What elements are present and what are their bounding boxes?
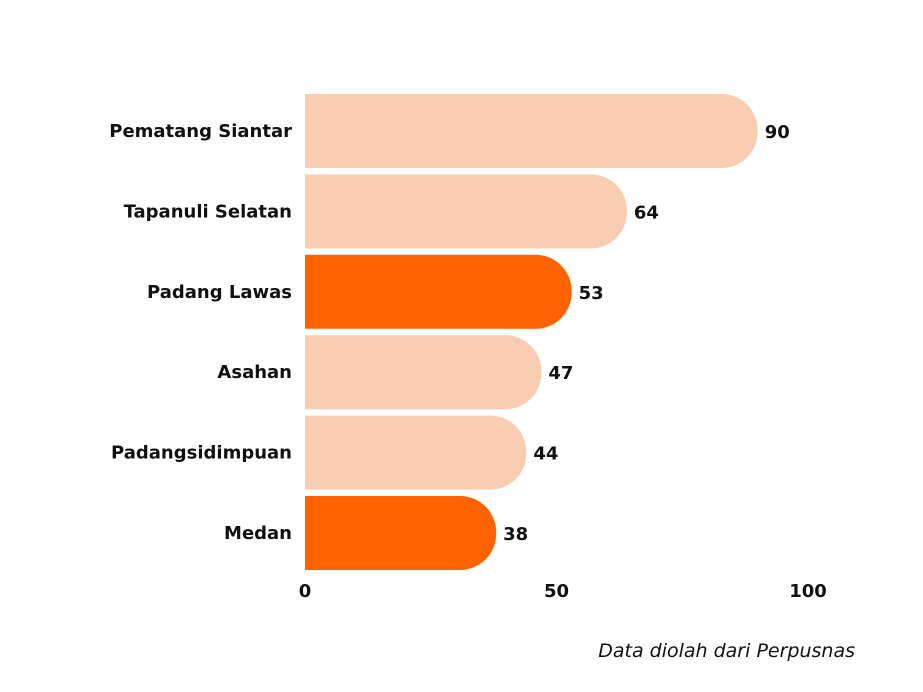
x-tick-label: 50 bbox=[544, 581, 569, 602]
bar-padangsidimpuan bbox=[305, 415, 527, 490]
bar-pematang-siantar bbox=[305, 94, 758, 168]
value-label: 38 bbox=[503, 524, 528, 545]
bar-asahan bbox=[305, 335, 542, 410]
category-label: Tapanuli Selatan bbox=[124, 201, 292, 222]
value-label: 64 bbox=[634, 202, 659, 223]
x-tick-label: 0 bbox=[299, 581, 312, 602]
category-label: Padangsidimpuan bbox=[111, 443, 292, 464]
value-label: 44 bbox=[533, 444, 558, 465]
value-label: 90 bbox=[765, 122, 790, 143]
bar-padang-lawas bbox=[305, 254, 572, 329]
value-label: 53 bbox=[579, 283, 604, 304]
x-tick-label: 100 bbox=[789, 581, 827, 602]
value-label: 47 bbox=[548, 363, 573, 384]
category-label: Padang Lawas bbox=[147, 282, 292, 303]
category-label: Medan bbox=[224, 523, 292, 544]
bar-medan bbox=[305, 496, 497, 570]
bar-tapanuli-selatan bbox=[305, 174, 627, 249]
category-label: Asahan bbox=[217, 362, 292, 383]
source-note: Data diolah dari Perpusnas bbox=[598, 640, 855, 662]
category-label: Pematang Siantar bbox=[109, 121, 292, 142]
